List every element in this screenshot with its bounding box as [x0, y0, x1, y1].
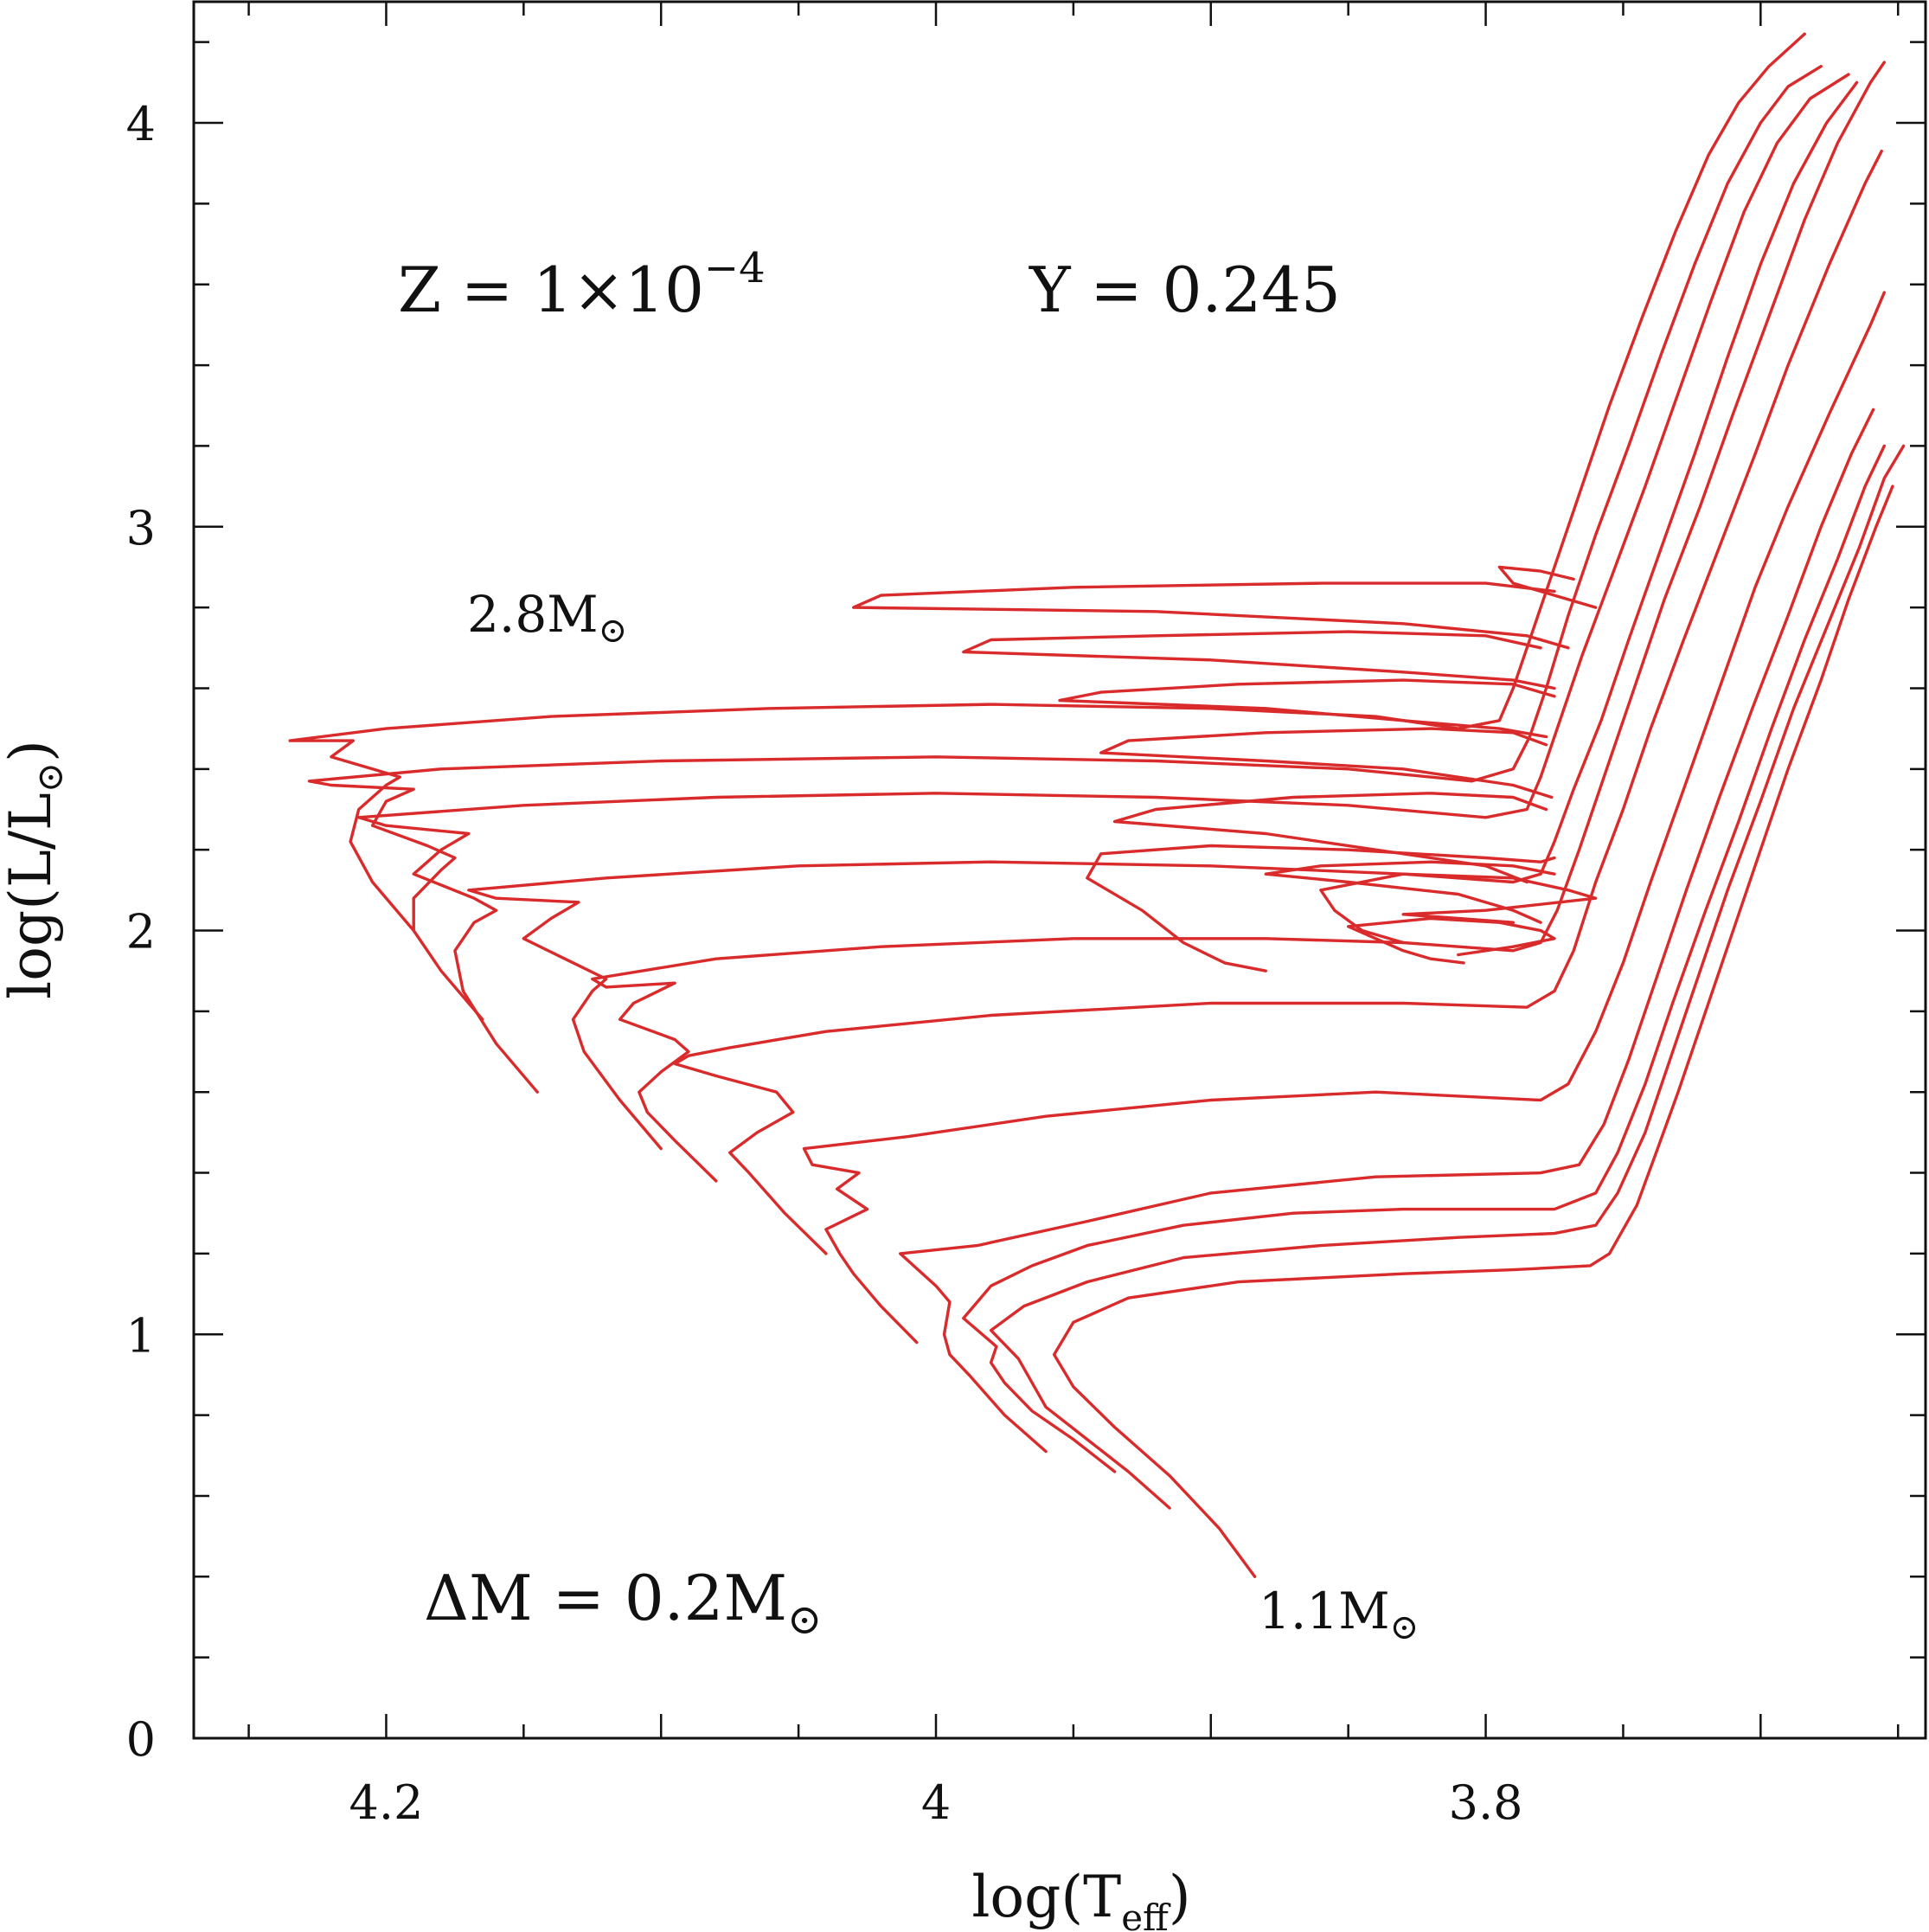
tick-labels: 4.2 4 3.8 0 1 2 3 4: [126, 97, 1523, 1830]
track-1-3-m-: [989, 444, 1906, 1510]
metallicity-annotation: Z = 1×10−4: [398, 244, 766, 326]
track-blue-loop-10: [1497, 565, 1598, 609]
x-axis-title: log(Teff): [971, 1864, 1190, 1932]
track-blue-loop-7: [1058, 678, 1556, 739]
track-3-1-m-: [288, 32, 1806, 933]
low-mass-label: 1.1M⊙: [1259, 1582, 1419, 1647]
x-axis-title-sub: eff: [1121, 1897, 1171, 1932]
y-tick-label: 1: [126, 1308, 156, 1363]
plot-frame: [192, 0, 1927, 1740]
evolutionary-tracks: [288, 32, 1906, 1578]
high-mass-sun-symbol: ⊙: [599, 611, 628, 651]
track-1-5-m-: [962, 444, 1886, 1473]
y-tick-label: 2: [126, 905, 156, 960]
track-1-9-m-: [802, 291, 1886, 1345]
mass-step-sun-symbol: ⊙: [787, 1595, 822, 1644]
x-tick-label: 4.2: [349, 1775, 423, 1830]
x-axis-title-base: log(T: [971, 1864, 1121, 1930]
track-1-1-m-: [1052, 485, 1894, 1578]
track-blue-loop-3: [1347, 916, 1556, 965]
low-mass-text: 1.1M: [1259, 1582, 1390, 1640]
track-2-3-m-: [591, 61, 1886, 1183]
y-axis-title: log(L/L⊙): [0, 740, 71, 999]
metallicity-base: Z = 1×10: [398, 254, 704, 326]
helium-annotation: Y = 0.245: [1029, 254, 1341, 326]
track-blue-loop-6: [1099, 727, 1554, 799]
y-axis-title-sub: ⊙: [29, 762, 71, 793]
x-tick-label: 4: [921, 1775, 951, 1830]
track-2-9-m-: [307, 65, 1823, 1021]
track-blue-loop-8: [962, 630, 1556, 690]
track-1-7-m-: [899, 408, 1875, 1454]
y-axis-title-pre: log(L/L: [0, 793, 64, 999]
track-2-7-m-: [357, 73, 1850, 1094]
y-tick-label: 3: [126, 501, 156, 555]
x-axis-title-close: ): [1169, 1864, 1191, 1930]
high-mass-label: 2.8M⊙: [467, 585, 627, 651]
tick-marks: [194, 2, 1926, 1740]
mass-step-text: ΔM = 0.2M: [424, 1562, 787, 1634]
track-2-1-m-: [673, 150, 1883, 1255]
track-blue-loop-2: [1319, 872, 1598, 945]
track-blue-loop-1: [1086, 844, 1556, 972]
mass-step-annotation: ΔM = 0.2M⊙: [424, 1562, 822, 1644]
low-mass-sun-symbol: ⊙: [1390, 1608, 1420, 1647]
metallicity-exponent: −4: [704, 244, 766, 292]
track-2-5-m-: [467, 80, 1859, 1151]
x-tick-label: 3.8: [1449, 1775, 1523, 1830]
high-mass-text: 2.8M: [467, 585, 599, 644]
track-blue-loop-9: [852, 581, 1570, 650]
y-axis-title-close: ): [0, 740, 64, 762]
y-tick-label: 4: [126, 97, 156, 151]
y-tick-label: 0: [126, 1712, 156, 1767]
track-blue-loop-5: [1112, 792, 1548, 884]
